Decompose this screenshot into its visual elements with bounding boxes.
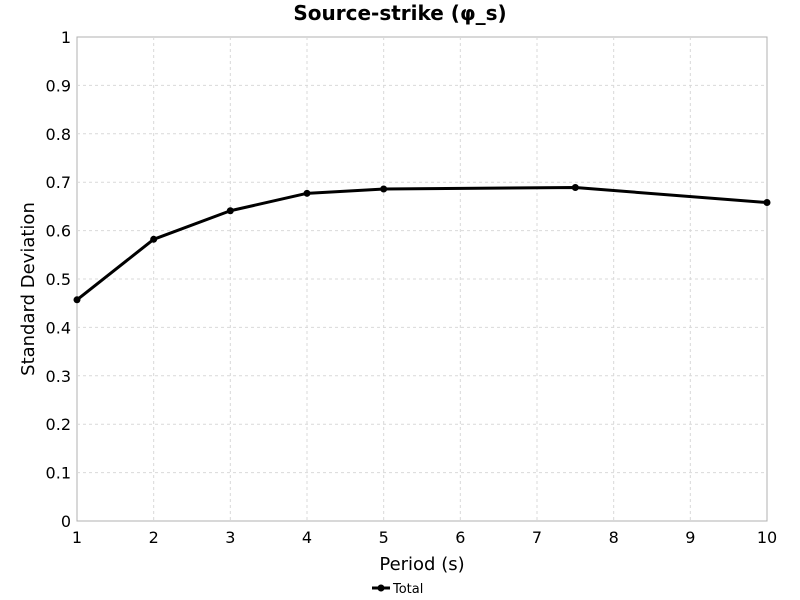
x-tick-label: 4 bbox=[302, 528, 312, 547]
x-axis-label: Period (s) bbox=[379, 554, 464, 575]
x-tick-label: 1 bbox=[72, 528, 82, 547]
y-axis-label: Standard Deviation bbox=[18, 202, 39, 376]
y-tick-label: 0.5 bbox=[46, 270, 71, 289]
x-tick-label: 8 bbox=[609, 528, 619, 547]
data-point bbox=[763, 199, 771, 207]
x-tick-label: 10 bbox=[757, 528, 777, 547]
chart-title: Source-strike (φ_s) bbox=[293, 1, 506, 25]
data-point bbox=[380, 185, 388, 193]
data-point bbox=[571, 184, 579, 192]
y-tick-label: 0 bbox=[61, 512, 71, 531]
y-tick-label: 0.8 bbox=[46, 125, 71, 144]
y-tick-label: 0.6 bbox=[46, 222, 71, 241]
data-point bbox=[150, 235, 158, 243]
y-tick-label: 0.4 bbox=[46, 318, 71, 337]
legend-marker-total bbox=[377, 584, 385, 592]
series-layer bbox=[73, 184, 771, 304]
x-tick-label: 9 bbox=[685, 528, 695, 547]
x-tick-label: 7 bbox=[532, 528, 542, 547]
y-tick-label: 1 bbox=[61, 28, 71, 47]
x-tick-label: 5 bbox=[379, 528, 389, 547]
axis-layer: 0 0.1 0.2 0.3 0.4 0.5 0.6 0.7 0.8 0.9 1 1 2 3 4 5 6 7 8 9 10 bbox=[46, 28, 778, 547]
y-tick-label: 0.2 bbox=[46, 415, 71, 434]
x-tick-label: 2 bbox=[149, 528, 159, 547]
y-tick-label: 0.1 bbox=[46, 464, 71, 483]
data-point bbox=[303, 189, 311, 197]
x-tick-label: 6 bbox=[455, 528, 465, 547]
y-tick-label: 0.7 bbox=[46, 173, 71, 192]
y-tick-label: 0.3 bbox=[46, 367, 71, 386]
x-tick-label: 3 bbox=[225, 528, 235, 547]
data-point bbox=[226, 207, 234, 215]
grid-layer bbox=[77, 37, 767, 521]
legend: Total bbox=[372, 582, 423, 597]
legend-label-total: Total bbox=[392, 582, 423, 597]
y-tick-label: 0.9 bbox=[46, 76, 71, 95]
data-point bbox=[73, 296, 81, 304]
